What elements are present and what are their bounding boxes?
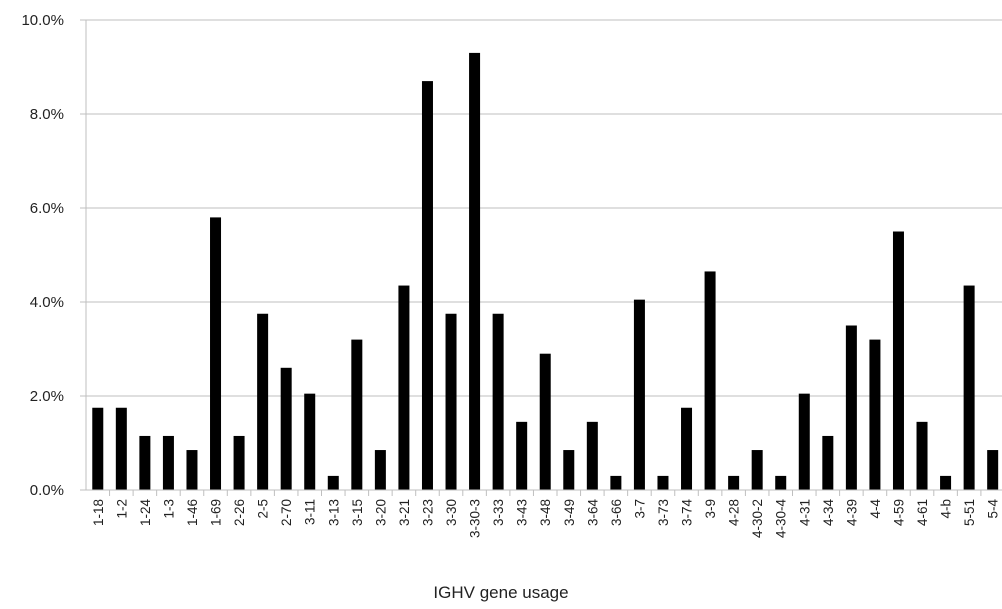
bar-3-21 [398, 285, 410, 490]
bar-3-9 [704, 271, 716, 490]
y-tick-label: 2.0% [30, 388, 64, 405]
x-category-label: 4-34 [821, 499, 836, 527]
bar-1-46 [186, 450, 198, 490]
x-category-label: 1-2 [114, 499, 129, 519]
x-category-label: 5-51 [962, 499, 977, 526]
bar-4-59 [892, 231, 904, 490]
axes [80, 19, 1002, 496]
x-category-label: 4-28 [727, 499, 742, 526]
x-category-label: 3-43 [515, 499, 530, 526]
x-axis-category-labels: 1-18 1-2 1-24 1-3 1-46 1-69 2-26 2-5 2-70 3-11 3-1… [91, 499, 1001, 539]
x-category-label: 4-31 [797, 499, 812, 526]
x-category-label: 3-48 [538, 499, 553, 526]
x-category-label: 4-b [939, 499, 954, 519]
x-category-label: 3-33 [491, 499, 506, 526]
x-category-label: 3-21 [397, 499, 412, 526]
bar-3-13 [327, 475, 339, 490]
x-category-label: 3-49 [562, 499, 577, 526]
x-category-label: 4-30-2 [750, 499, 765, 538]
bar-4-4 [869, 339, 881, 490]
bar-2-5 [257, 313, 269, 490]
x-category-label: 1-69 [209, 499, 224, 526]
bar-5-4 [987, 450, 999, 490]
x-category-label: 3-66 [609, 499, 624, 526]
x-category-label: 4-59 [891, 499, 906, 526]
x-category-label: 3-30-3 [468, 499, 483, 538]
bar-3-20 [374, 450, 386, 490]
bar-4-28 [728, 475, 740, 490]
x-category-label: 3-30 [444, 499, 459, 526]
bar-3-49 [563, 450, 575, 490]
x-category-label: 1-3 [161, 499, 176, 519]
bar-5-51 [963, 285, 975, 490]
bar-1-18 [92, 407, 104, 490]
x-category-label: 1-18 [91, 499, 106, 526]
y-tick-label: 10.0% [21, 12, 64, 29]
x-category-label: 1-46 [185, 499, 200, 526]
x-category-label: 3-23 [420, 499, 435, 526]
y-axis-tick-labels: 0.0% 2.0% 4.0% 6.0% 8.0% 10.0% [21, 12, 64, 499]
x-category-label: 4-61 [915, 499, 930, 526]
x-category-label: 3-15 [350, 499, 365, 526]
x-category-label: 3-7 [632, 499, 647, 519]
bar-1-24 [139, 435, 151, 490]
bar-3-48 [539, 353, 551, 490]
bar-3-11 [304, 393, 316, 490]
bars [92, 52, 999, 491]
bar-3-30 [445, 313, 457, 490]
x-category-label: 3-64 [585, 499, 600, 527]
bar-3-7 [633, 299, 645, 490]
bar-2-26 [233, 435, 245, 490]
x-category-label: 3-20 [373, 499, 388, 526]
bar-2-70 [280, 367, 292, 490]
x-category-label: 1-24 [138, 499, 153, 527]
y-tick-label: 8.0% [30, 106, 64, 123]
bar-3-73 [657, 475, 669, 490]
x-category-label: 2-26 [232, 499, 247, 526]
bar-3-33 [492, 313, 504, 490]
bar-4-31 [798, 393, 810, 490]
x-category-label: 4-30-4 [774, 499, 789, 539]
x-category-label: 5-4 [986, 499, 1001, 519]
x-category-label: 2-5 [256, 499, 271, 519]
x-category-label: 3-13 [326, 499, 341, 526]
bar-1-3 [162, 435, 174, 490]
bar-3-64 [586, 421, 598, 490]
bar-4-39 [845, 325, 857, 490]
bar-4-30-4 [775, 475, 787, 490]
bar-4-61 [916, 421, 928, 490]
x-category-label: 3-73 [656, 499, 671, 526]
bar-4-30-2 [751, 450, 763, 490]
x-category-label: 4-39 [844, 499, 859, 526]
bar-3-15 [351, 339, 363, 490]
gridlines [86, 19, 1002, 397]
y-tick-label: 6.0% [30, 200, 64, 217]
bar-3-74 [681, 407, 693, 490]
bar-1-2 [115, 407, 127, 490]
y-tick-label: 4.0% [30, 294, 64, 311]
x-category-label: 4-4 [868, 499, 883, 519]
x-category-label: 3-11 [303, 499, 318, 525]
bar-1-69 [210, 217, 222, 490]
bar-3-43 [516, 421, 528, 490]
bar-3-66 [610, 475, 622, 490]
x-axis-title: IGHV gene usage [433, 583, 568, 602]
bar-3-23 [421, 81, 433, 490]
y-tick-label: 0.0% [30, 482, 64, 499]
x-category-label: 2-70 [279, 499, 294, 526]
bar-4-b [940, 475, 952, 490]
bar-4-34 [822, 435, 834, 490]
x-category-label: 3-74 [680, 499, 695, 527]
x-category-label: 3-9 [703, 499, 718, 519]
bar-3-30-3 [469, 52, 481, 491]
